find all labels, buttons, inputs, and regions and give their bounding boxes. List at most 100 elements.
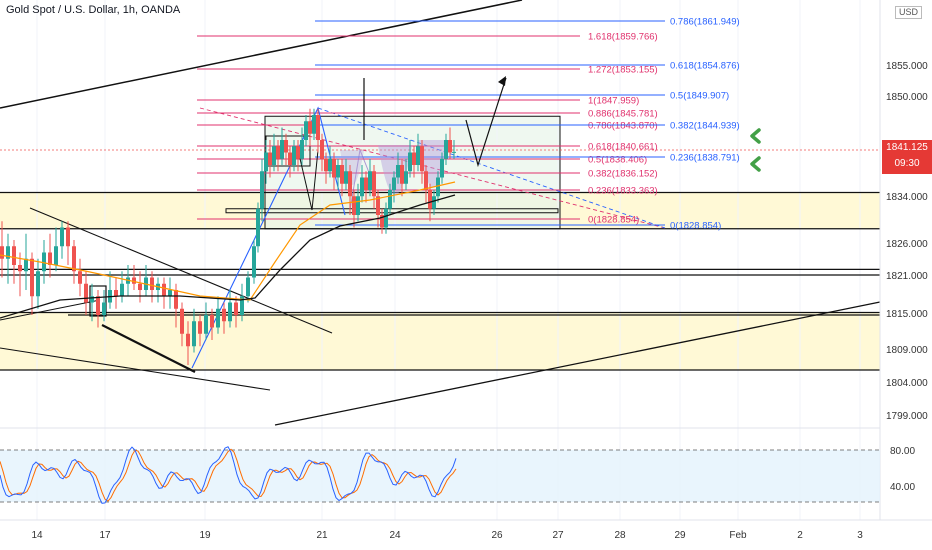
price-tick-label: 1804.000 [886,378,928,389]
price-tick-label: 1826.000 [886,239,928,250]
trend-line [0,299,101,321]
candle-body [78,271,82,284]
candle-body [264,152,268,172]
time-tick-label: Feb [729,530,747,541]
candle-body [400,165,404,184]
candle-body [312,115,316,134]
candle-body [96,296,100,315]
candle-body [162,283,166,297]
candle-body [102,302,106,315]
support-zone [0,312,880,370]
stoch-level-label: 40.00 [890,482,915,493]
price-tick-label: 1834.000 [886,192,928,203]
candle-body [428,190,432,209]
candle-body [364,177,368,190]
candle-body [384,208,388,228]
time-tick-label: 28 [614,530,626,541]
candle-body [452,151,456,153]
candle-body [352,196,356,215]
price-tick-label: 1809.000 [886,345,928,356]
stoch-k-line [0,446,457,504]
candle-body [30,258,34,297]
attention-arrow [750,128,761,144]
candle-body [54,246,58,265]
candle-body [18,265,22,272]
fib-ext-label: 0.236(1838.791) [670,153,740,164]
candle-body [404,171,408,184]
candle-body [36,271,40,297]
candle-body [372,171,376,197]
fib-level-label: 0.5(1838.406) [588,155,647,166]
candle-body [204,315,208,334]
time-tick-label: 14 [31,530,43,541]
candle-body [120,283,124,297]
candle-body [392,177,396,190]
candle-body [42,252,46,272]
candle-body [66,227,70,247]
candle-body [186,333,190,347]
time-tick-label: 21 [316,530,328,541]
trend-line [0,0,523,109]
time-tick-label: 26 [491,530,503,541]
candle-body [308,121,312,134]
stoch-level-label: 80.00 [890,446,915,457]
candle-body [424,171,428,190]
bar-countdown: 09:30 [894,158,920,169]
candle-body [276,146,280,159]
candle-body [138,283,142,290]
candle-body [444,140,448,159]
candle-body [246,277,250,297]
candle-body [412,152,416,165]
candle-body [132,277,136,284]
candle-body [332,158,336,178]
time-tick-label: 3 [857,530,863,541]
candle-body [256,208,260,247]
candle-body [6,246,10,259]
candle-body [252,246,256,278]
wave-path [191,106,346,369]
candle-body [268,152,272,165]
trend-line [0,347,271,391]
candle-body [340,165,344,184]
candle-body [180,308,184,334]
currency-badge[interactable]: USD [894,6,922,19]
candle-body [380,215,384,228]
time-tick-label: 24 [389,530,401,541]
price-tick-label: 1855.000 [886,61,928,72]
chart-title: Gold Spot / U.S. Dollar, 1h, OANDA [6,4,181,16]
pattern-sketch [349,148,373,211]
candle-body [174,290,178,309]
candle-body [60,227,64,247]
price-tick-label: 1821.000 [886,271,928,282]
fib-level-label: 0.886(1845.781) [588,109,658,120]
candle-body [234,302,238,315]
time-tick-label: 29 [674,530,686,541]
dip-arrow [297,149,319,211]
candle-body [48,252,52,265]
candle-body [396,165,400,178]
fib-ext-dashed [317,107,666,229]
time-tick-label: 27 [552,530,564,541]
candle-body [114,290,118,297]
fib-ext-label: 0.382(1844.939) [670,121,740,132]
candle-body [90,296,94,303]
fib-level-label: 0.786(1843.870) [588,121,658,132]
candle-body [240,296,244,315]
candle-body [0,246,4,259]
trend-line [29,207,333,334]
fib-ext-label: 0.618(1854.876) [670,61,740,72]
candle-body [210,315,214,328]
candle-body [280,140,284,159]
candle-body [440,158,444,178]
time-tick-label: 17 [99,530,111,541]
candle-body [376,196,380,215]
ma-fast [0,181,456,301]
candle-body [198,321,202,334]
candle-body [150,277,154,290]
candle-body [328,158,332,172]
projection-arrow [465,77,507,168]
last-price-tag: 1841.125 09:30 [882,140,932,174]
candle-body [348,171,352,197]
candle-body [192,321,196,347]
